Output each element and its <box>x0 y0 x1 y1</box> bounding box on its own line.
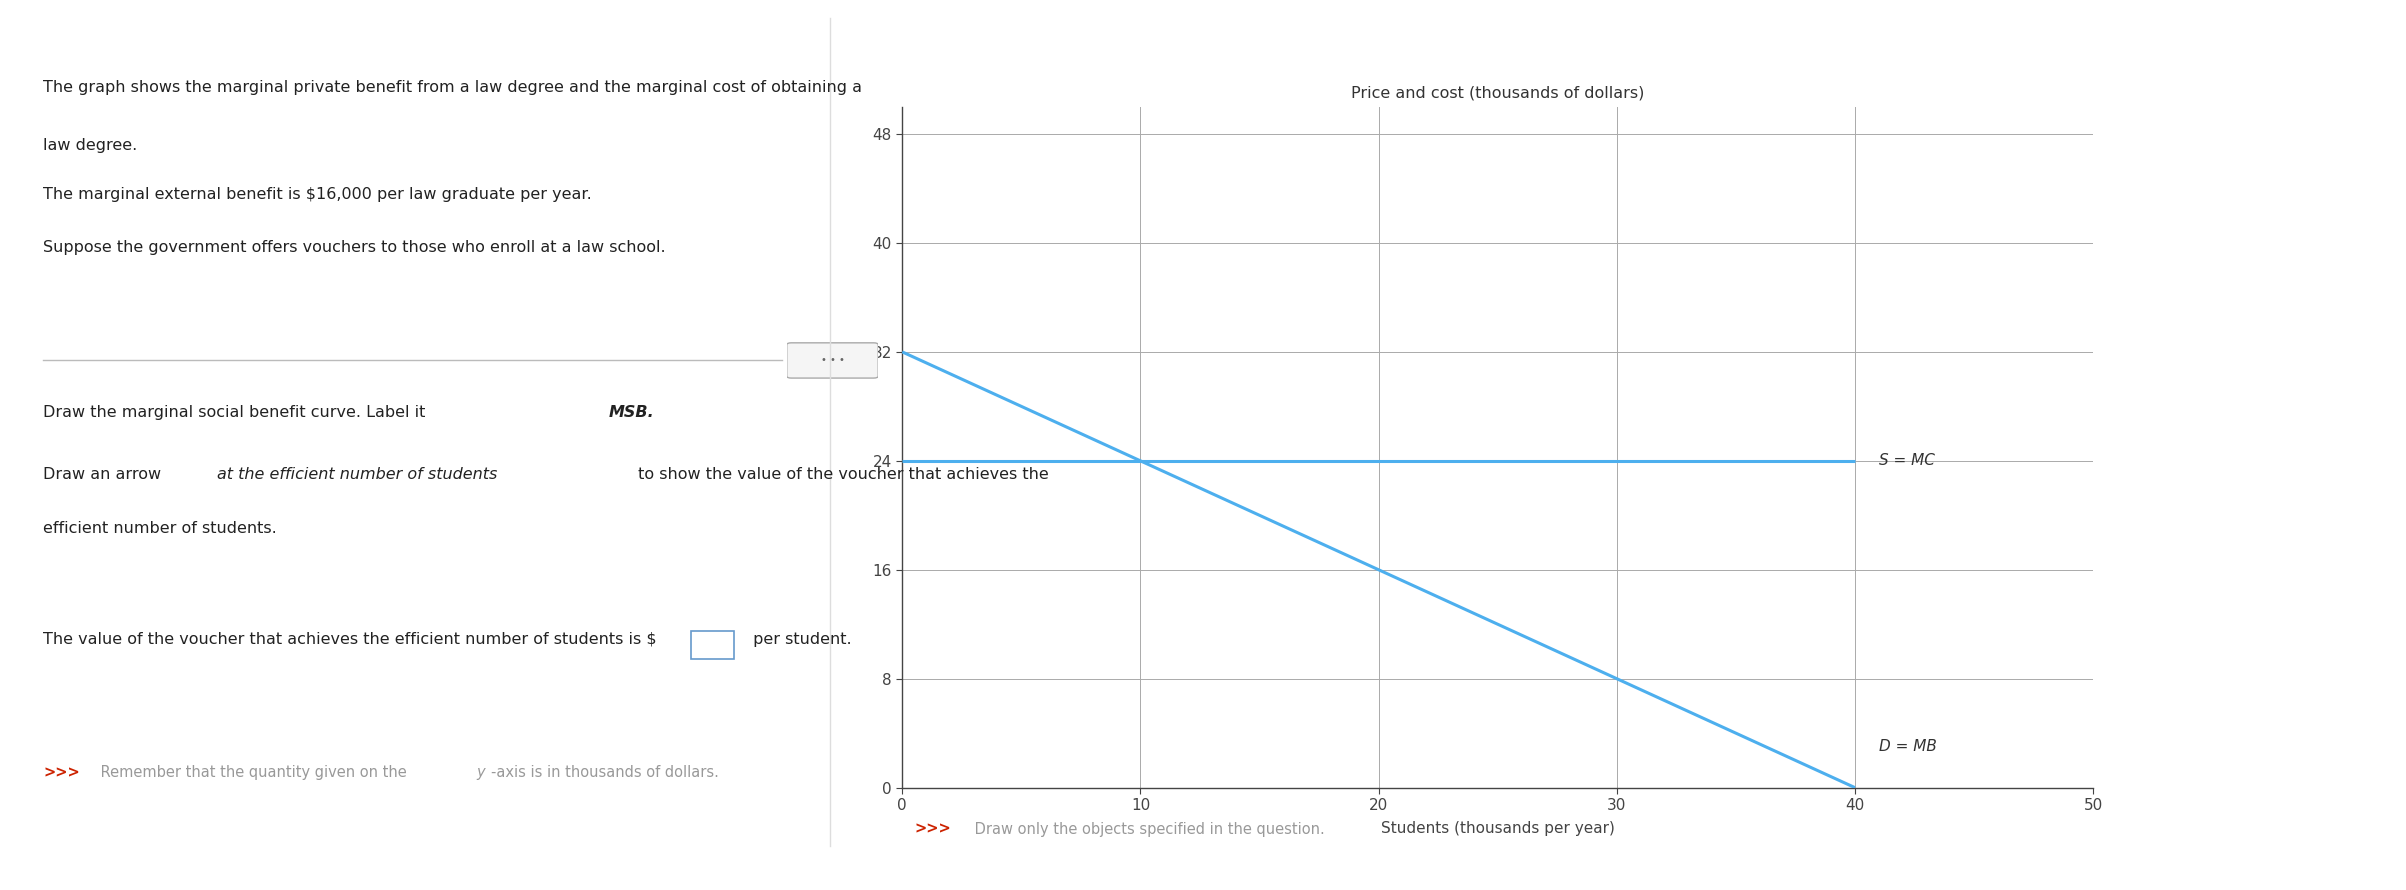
Text: Draw an arrow: Draw an arrow <box>43 467 166 482</box>
Text: The graph shows the marginal private benefit from a law degree and the marginal : The graph shows the marginal private ben… <box>43 80 861 95</box>
Text: -axis is in thousands of dollars.: -axis is in thousands of dollars. <box>491 765 719 781</box>
Text: to show the value of the voucher that achieves the: to show the value of the voucher that ac… <box>633 467 1049 482</box>
Text: >>>: >>> <box>43 765 79 781</box>
Text: • • •: • • • <box>820 355 845 366</box>
Text: The value of the voucher that achieves the efficient number of students is $: The value of the voucher that achieves t… <box>43 632 657 647</box>
Text: D = MB: D = MB <box>1879 739 1937 754</box>
Text: per student.: per student. <box>748 632 852 647</box>
Text: law degree.: law degree. <box>43 138 137 153</box>
Text: efficient number of students.: efficient number of students. <box>43 521 277 536</box>
Title: Price and cost (thousands of dollars): Price and cost (thousands of dollars) <box>1352 85 1643 100</box>
Text: y: y <box>476 765 486 781</box>
Text: Draw only the objects specified in the question.: Draw only the objects specified in the q… <box>970 821 1323 837</box>
Text: MSB.: MSB. <box>609 405 654 420</box>
Text: The marginal external benefit is $16,000 per law graduate per year.: The marginal external benefit is $16,000… <box>43 187 592 202</box>
Text: Remember that the quantity given on the: Remember that the quantity given on the <box>96 765 411 781</box>
Text: >>>: >>> <box>914 821 950 837</box>
Text: S = MC: S = MC <box>1879 453 1934 468</box>
FancyBboxPatch shape <box>691 631 734 659</box>
Text: at the efficient number of students: at the efficient number of students <box>217 467 498 482</box>
X-axis label: Students (thousands per year): Students (thousands per year) <box>1381 821 1614 837</box>
Text: Suppose the government offers vouchers to those who enroll at a law school.: Suppose the government offers vouchers t… <box>43 240 666 255</box>
Text: Draw the marginal social benefit curve. Label it: Draw the marginal social benefit curve. … <box>43 405 431 420</box>
FancyBboxPatch shape <box>787 343 878 378</box>
